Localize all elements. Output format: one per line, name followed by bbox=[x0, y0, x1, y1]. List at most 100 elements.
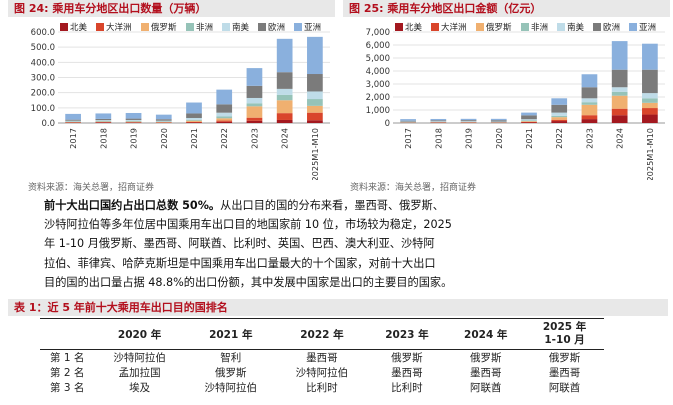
bar-segment-俄罗斯-2023 bbox=[246, 106, 263, 118]
bar-segment-欧洲-2024 bbox=[276, 72, 293, 89]
bar-segment-亚洲-2021 bbox=[186, 102, 202, 114]
x-tick-label: 2023 bbox=[584, 128, 594, 149]
legend-label-俄罗斯: 俄罗斯 bbox=[151, 22, 177, 33]
bar-segment-北美-2025M1-M10 bbox=[307, 120, 323, 123]
paragraph-lead: 前十大出口国约占出口总数 50%。 bbox=[44, 199, 221, 212]
bar-segment-欧洲-2025M1-M10 bbox=[307, 74, 323, 92]
bar-segment-非洲-2021 bbox=[521, 120, 537, 122]
table-cell: 墨西哥 bbox=[391, 367, 423, 379]
x-tick-label: 2024 bbox=[615, 128, 625, 149]
bar-segment-非洲-2023 bbox=[581, 102, 598, 105]
bar-segment-亚洲-2017 bbox=[65, 113, 81, 120]
bar-segment-南美-2019 bbox=[125, 119, 142, 122]
bar-segment-北美-2022 bbox=[551, 121, 568, 123]
bar-segment-南美-2021 bbox=[521, 119, 537, 121]
table-cell: 埃及 bbox=[129, 382, 151, 394]
legend-swatch-北美 bbox=[60, 23, 68, 31]
legend-label-欧洲: 欧洲 bbox=[268, 22, 285, 33]
bar-segment-南美-2022 bbox=[216, 112, 233, 117]
bar-segment-大洋洲-2022 bbox=[216, 120, 233, 122]
bar-segment-欧洲-2021 bbox=[521, 115, 537, 120]
y-tick-label: 300.0 bbox=[31, 74, 55, 84]
x-tick-label: 2023 bbox=[249, 128, 259, 149]
legend-swatch-南美 bbox=[557, 23, 565, 31]
bar-segment-北美-2018 bbox=[95, 122, 112, 123]
bar-segment-大洋洲-2025M1-M10 bbox=[642, 108, 658, 115]
x-tick-label: 2024 bbox=[280, 128, 290, 149]
bar-segment-南美-2018 bbox=[430, 121, 447, 122]
table-header-cell: 2022 年 bbox=[276, 318, 368, 350]
bar-segment-欧洲-2018 bbox=[95, 118, 112, 121]
table-header-cell: 2024 年 bbox=[446, 318, 526, 350]
export-value-chart: 0 1,000 2,000 3,000 4,000 5,000 6,000 7,000 2017… bbox=[366, 22, 665, 180]
bar-segment-亚洲-2018 bbox=[430, 118, 447, 121]
bar-segment-非洲-2024 bbox=[611, 91, 628, 96]
y-tick-label: 200.0 bbox=[31, 89, 55, 99]
x-tick-label: 2020 bbox=[494, 128, 504, 149]
y-tick-label: 400.0 bbox=[31, 58, 55, 68]
table-cell: 墨西哥 bbox=[306, 352, 338, 364]
legend-swatch-亚洲 bbox=[294, 23, 302, 31]
bar-segment-南美-2018 bbox=[95, 120, 112, 122]
x-tick-label: 2019 bbox=[464, 128, 474, 149]
legend-label-南美: 南美 bbox=[567, 22, 585, 33]
y-tick-label: 4,000 bbox=[366, 67, 390, 77]
bar-segment-南美-2023 bbox=[581, 98, 598, 103]
bar-segment-北美-2023 bbox=[581, 119, 598, 123]
bar-segment-北美-2021 bbox=[521, 122, 537, 123]
bar-segment-欧洲-2024 bbox=[611, 69, 628, 88]
bar-segment-俄罗斯-2024 bbox=[276, 100, 293, 114]
legend-swatch-非洲 bbox=[521, 23, 529, 31]
bar-segment-大洋洲-2023 bbox=[246, 117, 263, 121]
legend-swatch-欧洲 bbox=[258, 23, 266, 31]
bar-segment-欧洲-2020 bbox=[155, 119, 172, 121]
legend-label-大洋洲: 大洋洲 bbox=[106, 22, 132, 33]
table-cell: 俄罗斯 bbox=[391, 352, 423, 364]
bar-segment-欧洲-2023 bbox=[246, 85, 263, 98]
y-tick-label: 7,000 bbox=[366, 28, 390, 38]
table-cell: 比利时 bbox=[391, 382, 423, 394]
bar-segment-俄罗斯-2025M1-M10 bbox=[307, 105, 323, 113]
legend-swatch-俄罗斯 bbox=[141, 23, 149, 31]
bar-segment-南美-2020 bbox=[490, 121, 507, 123]
table-cell: 沙特阿拉伯 bbox=[295, 367, 349, 379]
export-rank-table: 2020 年 2021 年 2022 年 2023 年 2024 年 2025 … bbox=[40, 318, 604, 395]
bar-segment-俄罗斯-2022 bbox=[551, 117, 568, 120]
bar-segment-亚洲-2024 bbox=[611, 41, 628, 70]
bar-segment-大洋洲-2021 bbox=[521, 121, 537, 123]
table-cell: 阿联酋 bbox=[469, 382, 502, 394]
legend-swatch-南美 bbox=[222, 23, 230, 31]
table-header-cell: 2021 年 bbox=[185, 318, 277, 350]
table-cell: 比利时 bbox=[306, 382, 338, 394]
bar-segment-亚洲-2018 bbox=[95, 113, 112, 119]
bar-segment-欧洲-2022 bbox=[551, 104, 568, 113]
legend-label-南美: 南美 bbox=[232, 22, 250, 33]
table-cell: 墨西哥 bbox=[469, 367, 502, 379]
bar-segment-亚洲-2017 bbox=[400, 119, 416, 121]
y-tick-label: 2,000 bbox=[366, 93, 390, 103]
y-tick-label: 1,000 bbox=[366, 106, 390, 116]
figure-24-title: 图 24: 乘用车分地区出口数量（万辆） bbox=[8, 0, 335, 17]
x-tick-label: 2018 bbox=[433, 128, 443, 149]
bar-segment-大洋洲-2023 bbox=[581, 115, 598, 120]
bar-segment-亚洲-2020 bbox=[155, 114, 172, 120]
y-tick-label: 3,000 bbox=[366, 80, 390, 90]
legend-label-俄罗斯: 俄罗斯 bbox=[486, 22, 512, 33]
bar-segment-欧洲-2020 bbox=[490, 120, 507, 122]
y-tick-label: 100.0 bbox=[31, 104, 55, 114]
table-header-row: 2020 年 2021 年 2022 年 2023 年 2024 年 2025 … bbox=[40, 318, 604, 350]
table-cell: 智利 bbox=[220, 352, 242, 364]
table-cell: 俄罗斯 bbox=[469, 352, 502, 364]
bar-segment-欧洲-2022 bbox=[216, 104, 233, 113]
x-tick-label: 2017 bbox=[68, 128, 78, 149]
x-tick-label: 2021 bbox=[524, 128, 534, 149]
legend-label-北美: 北美 bbox=[405, 22, 423, 33]
legend-swatch-俄罗斯 bbox=[476, 23, 484, 31]
bar-segment-北美-2024 bbox=[611, 115, 628, 123]
paragraph-line-3: 年 1-10 月俄罗斯、墨西哥、阿联酋、比利时、英国、巴西、澳大利亚、沙特阿 bbox=[44, 237, 435, 251]
bar-segment-亚洲-2019 bbox=[125, 112, 142, 119]
bar-segment-欧洲-2021 bbox=[186, 113, 202, 118]
bar-segment-非洲-2025M1-M10 bbox=[642, 98, 658, 103]
bar-segment-大洋洲-2022 bbox=[551, 119, 568, 122]
x-tick-label: 2020 bbox=[159, 128, 169, 149]
